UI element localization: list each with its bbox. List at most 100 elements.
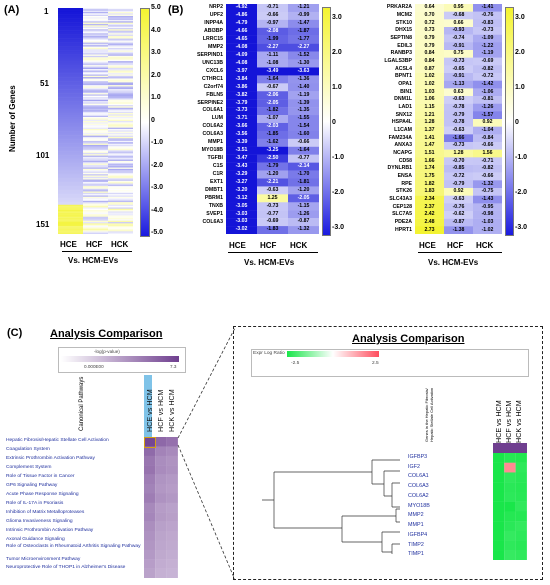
panel-c-pathway-cell (155, 540, 167, 550)
panel-b-cell (226, 91, 257, 100)
panel-c-dendrogram (262, 454, 402, 554)
panel-c-pathway-cell (155, 559, 167, 569)
panel-a-cell (108, 200, 133, 203)
panel-a-cell (83, 191, 108, 194)
panel-a-cell (83, 59, 108, 62)
panel-b-gene-label: DYNLRB1 (387, 165, 413, 172)
panel-a-cell (58, 179, 83, 182)
panel-a-cell (58, 223, 83, 225)
panel-a-cell (83, 127, 108, 130)
panel-b-cell (257, 11, 288, 21)
panel-a-cell (83, 67, 108, 70)
panel-b-cell-value: -0.78 (452, 103, 465, 110)
panel-b-cell (415, 218, 444, 227)
panel-c-pathway-label: Glioma Invasiveness Signaling (6, 519, 73, 524)
panel-b-cell-value: -1.85 (266, 131, 279, 138)
panel-b-gene-label: C2orf74 (203, 83, 223, 90)
panel-b-left-x-hce: HCE (229, 241, 246, 250)
panel-a-cell (58, 182, 83, 184)
panel-a-cell (58, 8, 83, 10)
panel-a-cell (108, 178, 133, 180)
panel-b-right-x-hcf: HCF (447, 241, 464, 250)
panel-a-cell (83, 99, 108, 102)
panel-b-cell (473, 126, 502, 135)
panel-b-cell (415, 134, 444, 143)
panel-a-cell (83, 31, 108, 34)
panel-a-cell (108, 184, 133, 187)
panel-a-cell (108, 106, 133, 109)
panel-b-cell (226, 202, 257, 211)
panel-a-cell (83, 224, 108, 227)
panel-a-cell (83, 18, 108, 21)
panel-b-cell-value: -1.30 (297, 59, 310, 66)
panel-a-cell (108, 46, 133, 49)
panel-a-cell (58, 171, 83, 174)
panel-c-dendrogram-svg (262, 459, 400, 554)
panel-a-cell (108, 220, 133, 223)
panel-a-cell (58, 109, 83, 111)
panel-b-letter: (B) (168, 4, 184, 16)
panel-b-cell (288, 115, 319, 124)
panel-a-colorbar-tick: 1.0 (151, 94, 161, 101)
panel-c-legend-max: 7.3 (170, 364, 177, 369)
panel-b-cell-value: 0.87 (424, 65, 435, 72)
panel-b-cell (444, 88, 473, 97)
panel-b-cell-value: -1.81 (297, 178, 310, 185)
panel-a-cell (58, 70, 83, 73)
panel-b-gene-label: EXT1 (210, 178, 223, 185)
panel-a-cell (83, 180, 108, 183)
panel-a-cell (83, 98, 108, 101)
panel-b-cell (288, 99, 319, 108)
panel-a-cell (108, 99, 133, 102)
panel-b-cell-value: -0.99 (297, 12, 310, 19)
panel-a-colorbar-tick: 4.0 (151, 26, 161, 34)
panel-a-cell (108, 196, 133, 199)
panel-b-cell-value: 0.84 (424, 50, 435, 57)
panel-c-gene-cell (515, 462, 527, 473)
panel-a-colorbar-tick: -4.0 (151, 206, 164, 214)
panel-a-cell (108, 188, 133, 191)
panel-b-gene-label: ACSL4 (394, 65, 412, 72)
panel-b-cell-value: 0.92 (482, 119, 493, 126)
panel-a-cell (58, 200, 83, 203)
panel-c-gene-label: MYO18B (408, 502, 430, 509)
panel-c-pathway-cell (155, 549, 167, 560)
panel-b-cell-value: 1.21 (424, 111, 435, 118)
panel-a-cell (108, 151, 133, 154)
panel-b-cell-value: 1.66 (424, 157, 435, 164)
panel-a-cell (58, 158, 83, 160)
panel-a-cell (108, 195, 133, 198)
panel-c-pathway-label: Role of Osteoclasts in Rheumatoid Arthri… (6, 544, 141, 549)
panel-b-cell (415, 4, 444, 12)
panel-b-cell (444, 96, 473, 104)
panel-b-cell-value: 2.42 (424, 211, 435, 218)
panel-a-cell (108, 39, 133, 42)
panel-a-cell (83, 8, 108, 10)
panel-b-cell (415, 19, 444, 28)
panel-a-cell (58, 176, 83, 179)
panel-a-cell (108, 222, 133, 224)
panel-a-cell (58, 22, 83, 25)
panel-c-pathway-label: Hepatic Fibrosis/Hepatic Stellate Cell A… (6, 438, 109, 443)
panel-a-cell (58, 19, 83, 22)
panel-a-cell (108, 148, 133, 151)
panel-a-cell (83, 17, 108, 19)
panel-a-cell (58, 113, 83, 115)
panel-a-cell (83, 57, 108, 59)
panel-b-cell (473, 111, 502, 120)
panel-a-cell (58, 69, 83, 71)
panel-c-gene-cell (504, 540, 516, 551)
panel-b-cell (473, 27, 502, 35)
panel-b-cell-value: -1.07 (266, 115, 279, 122)
panel-c-pathway-cell (144, 521, 156, 532)
panel-a-cell (108, 109, 133, 111)
panel-a-cell (83, 228, 108, 231)
panel-c-pathway-label: Inhibition of Matrix Metalloproteases (6, 510, 85, 515)
panel-a-cell (83, 196, 108, 199)
panel-b-cell-value: -0.73 (452, 57, 465, 64)
panel-a-cell (58, 115, 83, 118)
panel-a-cell (58, 73, 83, 75)
panel-b-cell-value: -1.39 (297, 99, 310, 106)
panel-b-left-vs-label: Vs. HCM-EVs (244, 258, 295, 267)
panel-a-cell (108, 136, 133, 139)
